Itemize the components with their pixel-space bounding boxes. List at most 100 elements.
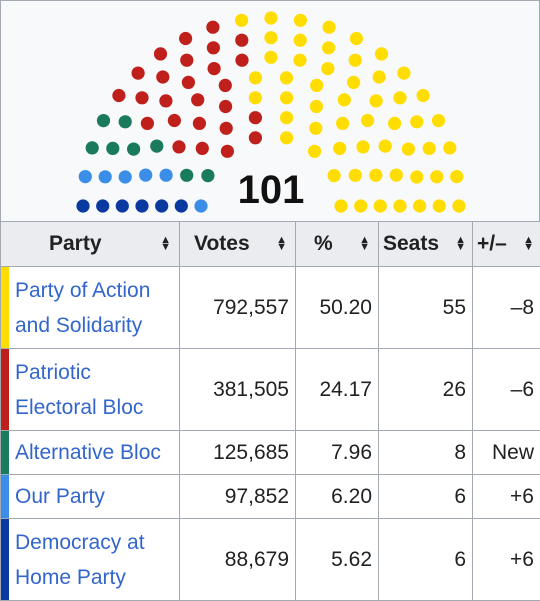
seat-dot — [347, 76, 360, 89]
seat-dot — [249, 131, 262, 144]
seat-dot — [308, 145, 321, 158]
seat-dot — [112, 89, 125, 102]
percent-cell: 6.20 — [296, 475, 379, 519]
seat-dot — [156, 70, 169, 83]
change-cell: New — [473, 431, 540, 475]
seat-dot — [220, 122, 233, 135]
seat-dot — [207, 41, 220, 54]
seat-dot — [168, 114, 181, 127]
table-row: Democracy at Home Party 88,679 5.62 6 +6 — [1, 519, 540, 601]
seat-dot — [322, 41, 335, 54]
votes-cell: 381,505 — [180, 349, 296, 431]
seat-dot — [379, 140, 392, 153]
sort-icon[interactable]: ▲▼ — [455, 237, 466, 251]
seat-dot — [172, 140, 185, 153]
party-link[interactable]: Patriotic Electoral Bloc — [15, 355, 173, 425]
seat-dot — [294, 34, 307, 47]
seat-dot — [132, 67, 145, 80]
seat-dot — [179, 32, 192, 45]
col-change-label: +/– — [477, 232, 507, 256]
change-cell: –8 — [473, 267, 540, 349]
change-cell: –6 — [473, 349, 540, 431]
party-cell: Democracy at Home Party — [1, 519, 180, 601]
seat-dot — [141, 117, 154, 130]
seat-dot — [221, 145, 234, 158]
seat-dot — [323, 21, 336, 34]
col-change-header[interactable]: +/– ▲▼ — [473, 222, 540, 267]
table-header-row: Party ▲▼ Votes ▲▼ % ▲▼ Seats ▲▼ +/– ▲▼ — [1, 222, 540, 267]
seat-dot — [309, 122, 322, 135]
seat-dot — [182, 76, 195, 89]
percent-cell: 5.62 — [296, 519, 379, 601]
seat-dot — [294, 14, 307, 27]
col-votes-label: Votes — [194, 232, 250, 256]
percent-cell: 50.20 — [296, 267, 379, 349]
seats-cell: 8 — [379, 431, 473, 475]
party-link[interactable]: Alternative Bloc — [15, 435, 173, 470]
col-percent-header[interactable]: % ▲▼ — [296, 222, 379, 267]
seat-dot — [361, 114, 374, 127]
seat-dot — [106, 142, 119, 155]
table-row: Alternative Bloc 125,685 7.96 8 New — [1, 431, 540, 475]
seat-dot — [180, 54, 193, 67]
percent-cell: 24.17 — [296, 349, 379, 431]
seat-dot — [135, 91, 148, 104]
votes-cell: 792,557 — [180, 267, 296, 349]
seat-dot — [375, 47, 388, 60]
seat-dot — [219, 100, 232, 113]
sort-icon[interactable]: ▲▼ — [276, 237, 287, 251]
seat-dot — [397, 67, 410, 80]
col-seats-label: Seats — [383, 232, 439, 256]
seat-dot — [280, 91, 293, 104]
seat-dot — [349, 54, 362, 67]
seats-cell: 26 — [379, 349, 473, 431]
seat-dot — [310, 79, 323, 92]
sort-icon[interactable]: ▲▼ — [523, 237, 534, 251]
seat-dot — [373, 70, 386, 83]
table-row: Party of Action and Solidarity 792,557 5… — [1, 267, 540, 349]
party-link[interactable]: Democracy at Home Party — [15, 525, 173, 595]
party-cell: Party of Action and Solidarity — [1, 267, 180, 349]
seat-dot — [235, 54, 248, 67]
seat-dot — [423, 142, 436, 155]
seat-dot — [356, 140, 369, 153]
parliament-seat-chart: 101 — [0, 0, 540, 222]
seat-dot — [443, 141, 456, 154]
seat-dot — [310, 100, 323, 113]
seat-dot — [249, 91, 262, 104]
seat-dot — [119, 115, 132, 128]
seat-dot — [370, 94, 383, 107]
seat-dot — [338, 93, 351, 106]
party-color-swatch — [1, 431, 9, 474]
percent-cell: 7.96 — [296, 431, 379, 475]
seat-dot — [219, 79, 232, 92]
party-cell: Our Party — [1, 475, 180, 519]
seat-dot — [280, 111, 293, 124]
seat-dot — [159, 94, 172, 107]
change-cell: +6 — [473, 475, 540, 519]
table-row: Our Party 97,852 6.20 6 +6 — [1, 475, 540, 519]
col-seats-header[interactable]: Seats ▲▼ — [379, 222, 473, 267]
table-row: Patriotic Electoral Bloc 381,505 24.17 2… — [1, 349, 540, 431]
seat-dot — [235, 14, 248, 27]
col-votes-header[interactable]: Votes ▲▼ — [180, 222, 296, 267]
party-link[interactable]: Our Party — [15, 479, 173, 514]
seat-dot — [235, 34, 248, 47]
party-color-swatch — [1, 349, 9, 430]
seat-dot — [154, 47, 167, 60]
party-color-swatch — [1, 267, 9, 348]
change-cell: +6 — [473, 519, 540, 601]
col-party-label: Party — [49, 232, 102, 256]
col-party-header[interactable]: Party ▲▼ — [1, 222, 180, 267]
sort-icon[interactable]: ▲▼ — [160, 237, 171, 251]
party-link[interactable]: Party of Action and Solidarity — [15, 273, 173, 343]
sort-icon[interactable]: ▲▼ — [359, 237, 370, 251]
results-table: Party ▲▼ Votes ▲▼ % ▲▼ Seats ▲▼ +/– ▲▼ — [0, 221, 540, 601]
seat-dot — [280, 71, 293, 84]
seats-cell: 6 — [379, 475, 473, 519]
seat-dot — [350, 32, 363, 45]
seat-dot — [193, 117, 206, 130]
seat-dot — [388, 117, 401, 130]
seat-dot — [264, 51, 277, 64]
